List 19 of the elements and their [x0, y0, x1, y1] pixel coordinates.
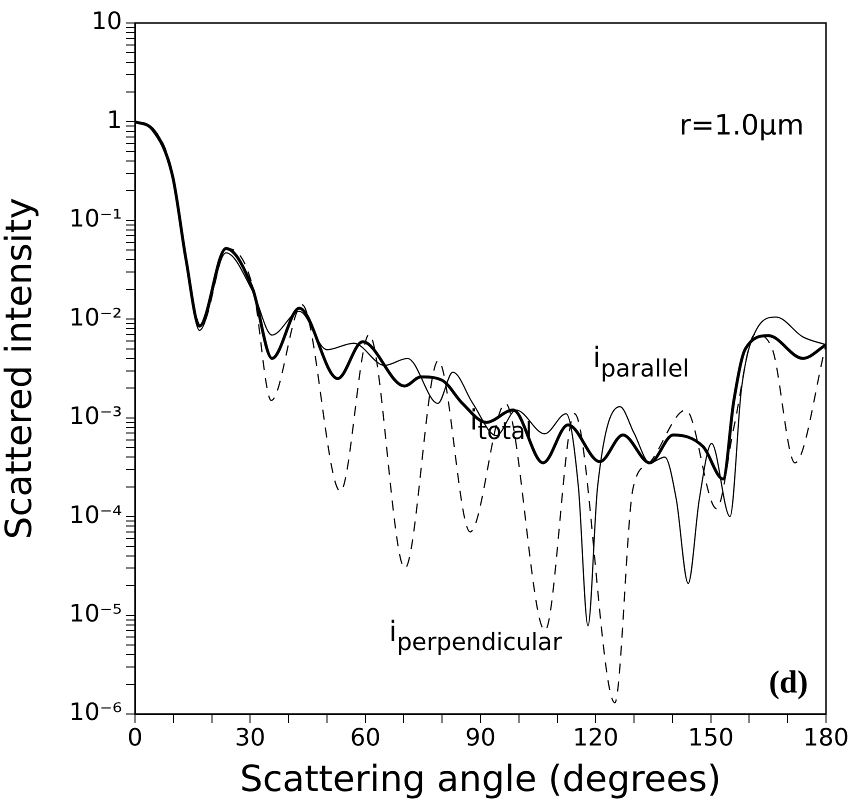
- x-tick-label: 90: [465, 724, 496, 752]
- annotation: r=1.0μm: [679, 108, 804, 142]
- y-tick-label: 1: [106, 106, 122, 134]
- x-tick-label: 120: [572, 724, 619, 752]
- y-tick-label: 10⁻³: [69, 402, 122, 430]
- x-axis-title: Scattering angle (degrees): [240, 758, 722, 800]
- y-tick-label: 10⁻¹: [69, 204, 122, 233]
- annotation: (d): [768, 663, 808, 700]
- y-tick-label: 10⁻⁵: [69, 600, 122, 628]
- y-axis-title: Scattered intensity: [0, 198, 40, 540]
- y-tick-label: 10⁻²: [69, 303, 122, 332]
- y-tick-label: 10⁻⁴: [69, 500, 122, 529]
- x-tick-label: 30: [234, 724, 266, 752]
- y-tick-label: 10⁻⁶: [69, 698, 122, 726]
- x-tick-label: 180: [803, 724, 849, 752]
- x-tick-label: 150: [688, 724, 734, 752]
- x-tick-label: 0: [127, 724, 143, 752]
- x-tick-label: 60: [350, 724, 381, 752]
- y-tick-label: 10: [91, 7, 122, 36]
